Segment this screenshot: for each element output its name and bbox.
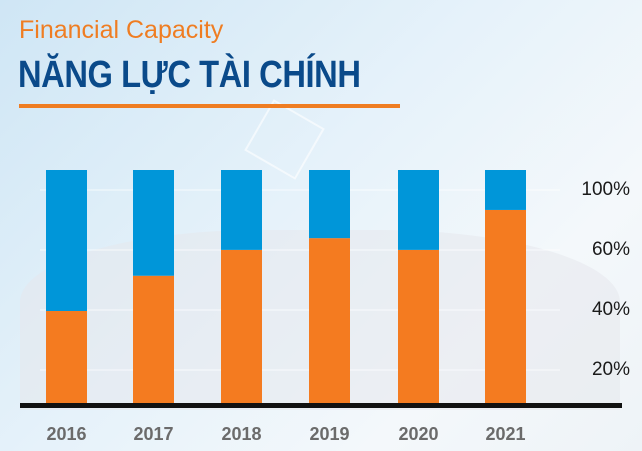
bar-segment-2019-series-2	[309, 170, 350, 239]
bar-segment-2020-series-2	[398, 170, 439, 250]
bar-segment-2016-series-1	[46, 311, 87, 405]
title-underline	[19, 104, 400, 108]
x-tick-label: 2018	[221, 424, 261, 444]
x-tick-label: 2016	[46, 424, 86, 444]
chart-title: NĂNG LỰC TÀI CHÍNH	[18, 54, 361, 96]
bar-segment-2017-series-2	[133, 170, 174, 276]
bar-segment-2017-series-1	[133, 275, 174, 405]
bar-segment-2021-series-2	[485, 170, 526, 210]
bar-segment-2021-series-1	[485, 209, 526, 405]
y-tick-label: 40%	[592, 299, 630, 320]
bar-segment-2018-series-2	[221, 170, 262, 250]
bar-segment-2020-series-1	[398, 249, 439, 405]
y-tick-label: 60%	[592, 239, 630, 260]
bar-segment-2019-series-1	[309, 238, 350, 405]
x-axis-line	[20, 403, 622, 408]
bar-segment-2016-series-2	[46, 170, 87, 311]
x-tick-label: 2021	[485, 424, 525, 444]
bar-segment-2018-series-1	[221, 249, 262, 405]
y-tick-label: 20%	[592, 359, 630, 380]
x-tick-label: 2017	[133, 424, 173, 444]
chart-subtitle: Financial Capacity	[19, 16, 224, 44]
y-tick-label: 100%	[581, 179, 630, 200]
x-tick-label: 2020	[398, 424, 438, 444]
x-tick-label: 2019	[309, 424, 349, 444]
